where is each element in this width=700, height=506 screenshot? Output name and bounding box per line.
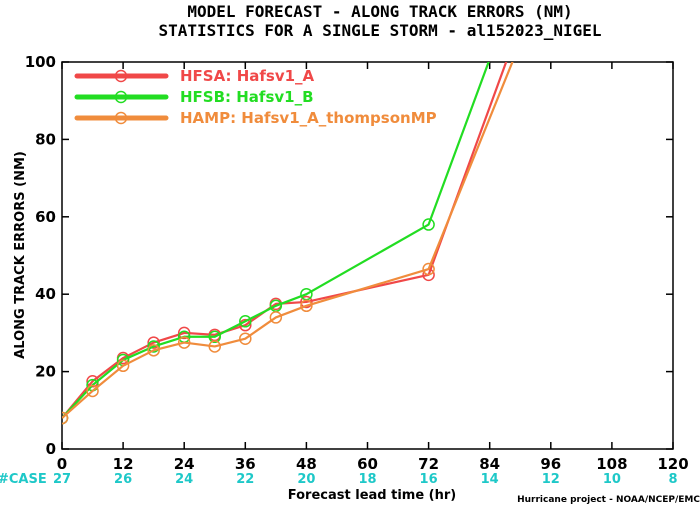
x-tick-label: 84	[479, 455, 500, 473]
legend-label: HFSB: Hafsv1_B	[180, 88, 314, 106]
y-tick-label: 60	[35, 208, 56, 226]
case-count: 8	[668, 472, 677, 487]
data-point	[208, 330, 221, 344]
y-tick-label: 20	[35, 363, 56, 381]
data-point	[269, 311, 283, 324]
x-tick-label: 96	[540, 455, 561, 473]
y-tick-label: 100	[25, 53, 56, 71]
x-tick-label: 48	[296, 455, 317, 473]
y-tick-label: 0	[46, 440, 56, 458]
x-axis-label: Forecast lead time (hr)	[288, 488, 456, 503]
x-tick-label: 120	[657, 455, 688, 473]
case-count-row: #CASE 27 26 24 22 20 18 16 14 12 10 8	[0, 472, 678, 487]
data-point	[147, 336, 160, 349]
data-point	[300, 295, 313, 309]
data-point	[62, 411, 69, 425]
legend-marker	[114, 90, 128, 104]
data-point	[300, 299, 313, 313]
chart-title: MODEL FORECAST - ALONG TRACK ERRORS (NM)	[187, 2, 572, 21]
legend-marker	[114, 111, 128, 125]
data-point	[86, 384, 99, 398]
y-axis: 0 20 40 60 80 100	[25, 53, 673, 458]
data-point	[177, 336, 191, 349]
case-count: 16	[420, 472, 438, 487]
x-tick-label: 108	[596, 455, 627, 473]
data-point	[116, 359, 130, 373]
data-point	[239, 315, 252, 328]
x-tick-label: 72	[418, 455, 439, 473]
x-tick-label: 24	[174, 455, 195, 473]
case-count: 14	[481, 472, 499, 487]
data-point	[422, 218, 435, 231]
x-tick-label: 36	[235, 455, 256, 473]
series-line	[62, 62, 514, 419]
case-count: 24	[175, 472, 193, 487]
data-point	[239, 332, 252, 345]
case-count: 26	[114, 472, 132, 487]
legend-label: HAMP: Hafsv1_A_thompsonMP	[180, 109, 437, 127]
case-count: 18	[358, 472, 376, 487]
data-point	[147, 344, 160, 357]
data-point	[422, 262, 435, 276]
series-layer	[62, 62, 514, 425]
y-tick-label: 80	[35, 130, 56, 148]
series-2	[62, 62, 514, 425]
legend-label: HFSA: Hafsv1_A	[180, 67, 315, 85]
x-tick-label: 12	[113, 455, 134, 473]
case-label: #CASE	[0, 472, 47, 487]
legend: HFSA: Hafsv1_A HFSB: Hafsv1_B HAMP: Hafsv1…	[74, 67, 437, 127]
case-count: 22	[236, 472, 254, 487]
series-line	[62, 62, 490, 419]
x-axis: 0 12 24 36 48 60 72 84 96 108 120	[57, 62, 689, 473]
case-count: 27	[53, 472, 71, 487]
credit-text: Hurricane project - NOAA/NCEP/EMC	[517, 495, 700, 505]
chart-subtitle: STATISTICS FOR A SINGLE STORM - al152023…	[158, 21, 601, 40]
case-count: 12	[542, 472, 560, 487]
case-count: 20	[297, 472, 315, 487]
data-point	[147, 340, 160, 353]
data-point	[208, 340, 221, 353]
legend-marker	[114, 69, 128, 83]
case-count: 10	[603, 472, 621, 487]
x-tick-label: 60	[357, 455, 378, 473]
y-tick-label: 40	[35, 285, 56, 303]
y-axis-label: ALONG TRACK ERRORS (NM)	[13, 151, 28, 359]
x-tick-label: 0	[57, 455, 67, 473]
data-point	[177, 326, 191, 340]
